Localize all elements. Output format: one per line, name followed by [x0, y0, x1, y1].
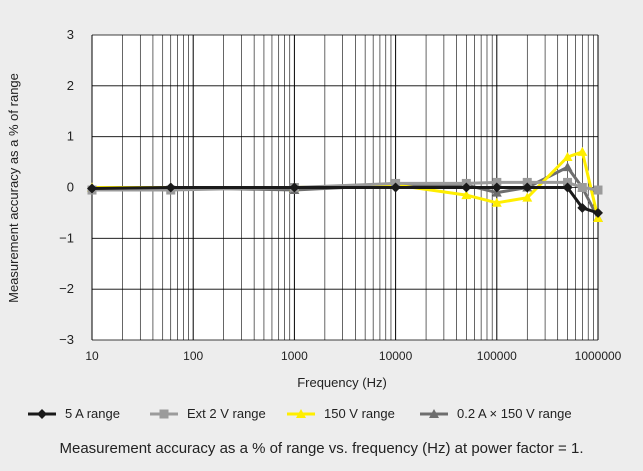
legend-swatch-marker: [296, 409, 306, 418]
legend-label: 0.2 A × 150 V range: [457, 406, 572, 421]
data-point: [522, 182, 533, 193]
x-tick-label: 10000: [379, 349, 413, 363]
data-point: [593, 207, 603, 218]
x-tick-label: 100: [183, 349, 203, 363]
data-point: [522, 192, 533, 202]
data-point: [461, 190, 472, 200]
data-point: [491, 197, 502, 207]
data-point: [390, 182, 401, 193]
data-point: [577, 183, 587, 192]
data-point: [165, 182, 176, 193]
data-point: [461, 182, 472, 193]
data-point: [562, 152, 573, 161]
legend: 5 A range Ext 2 V range 150 V range 0.2 A ×…: [28, 406, 572, 421]
series-group: [87, 182, 603, 218]
y-tick-label: −3: [59, 332, 74, 347]
data-point: [563, 177, 573, 187]
legend-label: 5 A range: [65, 406, 120, 421]
data-point: [577, 146, 588, 156]
legend-item: 150 V range: [287, 406, 395, 421]
legend-item: 0.2 A × 150 V range: [420, 406, 572, 421]
data-point: [522, 177, 532, 187]
x-tick-label: 100000: [477, 349, 517, 363]
legend-item: 5 A range: [28, 406, 120, 421]
legend-swatch-marker: [37, 409, 47, 419]
x-tick-label: 1000000: [575, 349, 622, 363]
chart-caption: Measurement accuracy as a % of range vs.…: [59, 440, 584, 457]
x-axis-title: Frequency (Hz): [297, 375, 387, 390]
y-tick-label: −1: [59, 230, 74, 245]
series-layer: [87, 146, 603, 222]
y-tick-label: −2: [59, 281, 74, 296]
y-tick-label: 0: [67, 180, 74, 195]
x-tick-label: 1000: [281, 349, 308, 363]
legend-swatch-marker: [429, 409, 439, 418]
data-point: [562, 182, 573, 193]
y-tick-label: 3: [67, 27, 74, 42]
data-point: [593, 185, 603, 195]
y-tick-label: 1: [67, 129, 74, 144]
data-point: [289, 182, 300, 193]
y-tick-label: 2: [67, 78, 74, 93]
data-point: [87, 183, 97, 194]
data-point: [492, 177, 502, 187]
legend-item: Ext 2 V range: [150, 406, 266, 421]
legend-label: 150 V range: [324, 406, 395, 421]
series-line: [91, 186, 599, 215]
x-tick-label: 10: [85, 349, 99, 363]
legend-label: Ext 2 V range: [187, 406, 266, 421]
data-point: [577, 202, 588, 213]
legend-swatch-marker: [159, 409, 169, 419]
y-axis-title: Measurement accuracy as a % of range: [6, 73, 21, 303]
data-point: [562, 162, 573, 172]
data-point: [491, 182, 502, 193]
